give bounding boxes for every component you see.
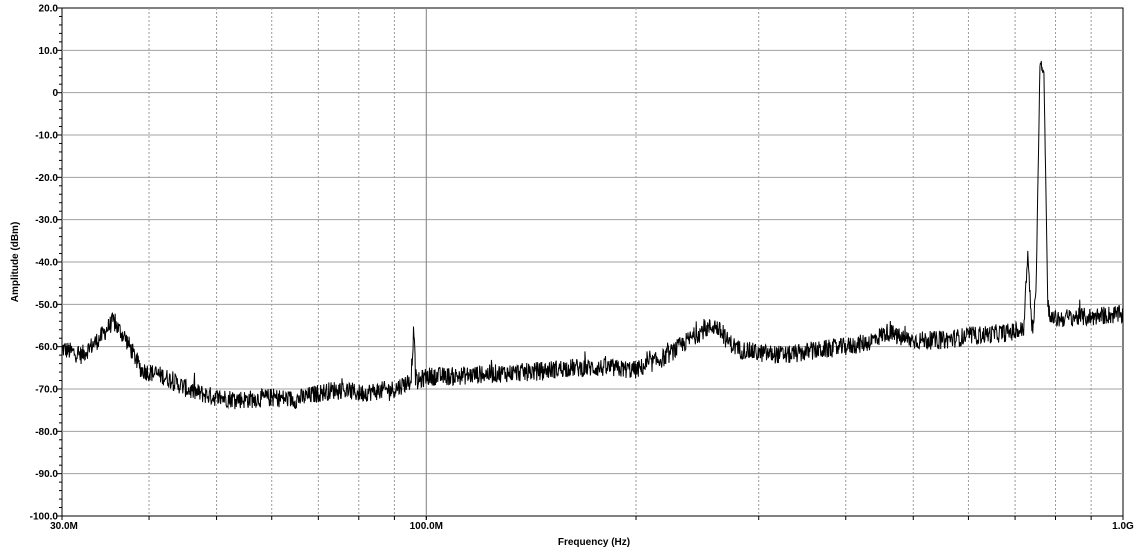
y-tick-label: 10.0	[39, 46, 59, 57]
y-tick-label: -80.0	[35, 427, 58, 438]
x-tick-label: 30.0M	[50, 521, 78, 532]
y-axis-title: Amplitude (dBm)	[10, 222, 21, 303]
x-tick-label: 100.0M	[410, 521, 443, 532]
y-tick-label: -30.0	[35, 215, 58, 226]
series-group	[61, 60, 1124, 410]
x-tick-label: 1.0G	[1112, 521, 1134, 532]
grid-lines	[62, 8, 1123, 516]
y-tick-label: 20.0	[39, 4, 59, 15]
y-tick-label: -20.0	[35, 173, 58, 184]
x-tick-labels: 30.0M 100.0M 1.0G	[50, 521, 1134, 532]
y-tick-label: -100.0	[30, 512, 59, 523]
y-tick-label: -90.0	[35, 469, 58, 480]
y-tick-label: -10.0	[35, 131, 58, 142]
y-tick-label: -70.0	[35, 385, 58, 396]
y-tick-label: -60.0	[35, 342, 58, 353]
axis-ticks	[57, 7, 1124, 520]
spectrum-trace	[61, 60, 1124, 410]
y-tick-labels: 20.0 10.0 0 -10.0 -20.0 -30.0 -40.0 -50.0 -60.0 -…	[30, 4, 59, 523]
y-tick-label: -40.0	[35, 258, 58, 269]
y-tick-label: 0	[52, 88, 58, 99]
y-tick-label: -50.0	[35, 300, 58, 311]
x-axis-title: Frequency (Hz)	[558, 537, 630, 548]
